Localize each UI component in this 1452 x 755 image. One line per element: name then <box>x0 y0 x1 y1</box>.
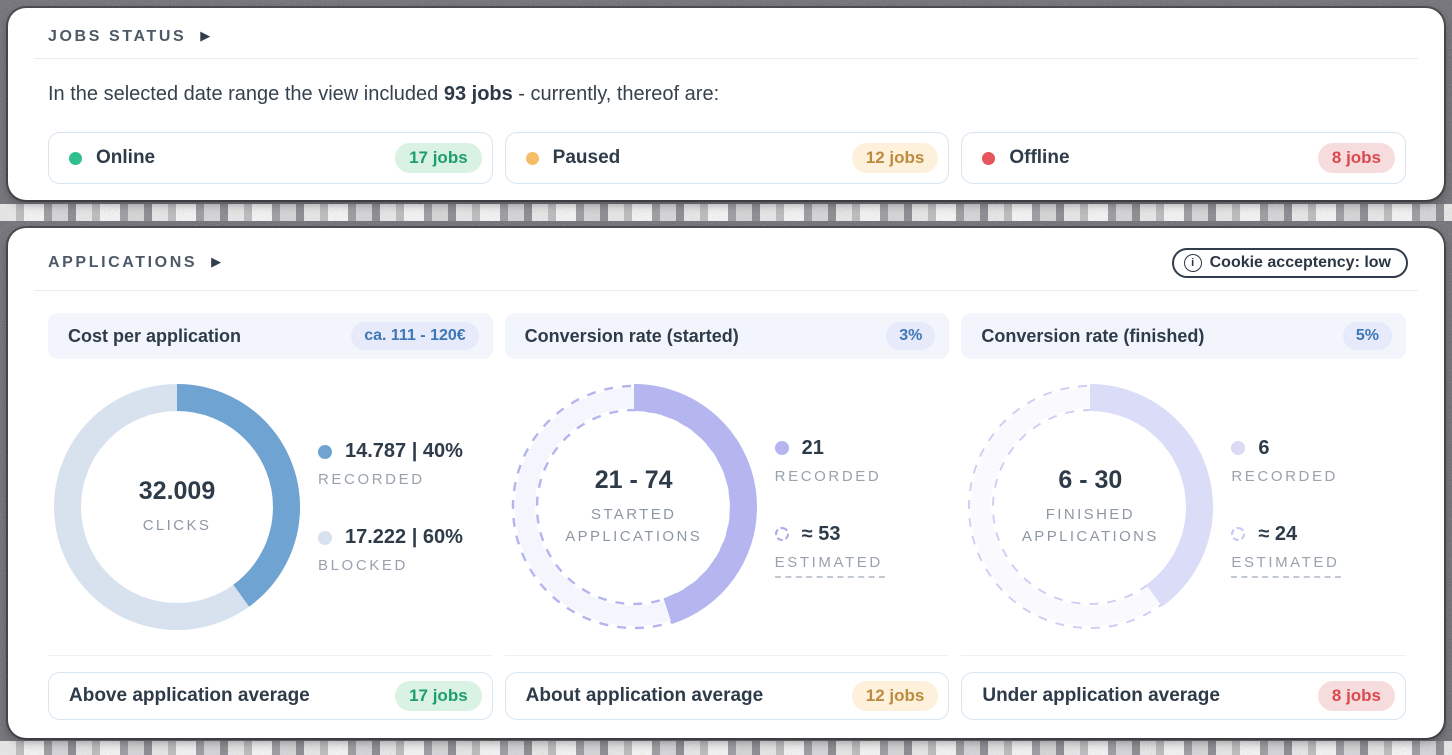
background-checker-strip <box>0 204 1452 221</box>
conversion-started-header: Conversion rate (started) 3% <box>504 313 950 359</box>
applications-card: APPLICATIONS ▶ i Cookie acceptency: low … <box>8 228 1444 738</box>
conversion-finished-header: Conversion rate (finished) 5% <box>961 313 1407 359</box>
background-checker-strip <box>0 741 1452 755</box>
legend-item-estimated: ≈ 24 ESTIMATED <box>1231 523 1342 578</box>
caret-right-icon: ▶ <box>211 254 222 269</box>
dashed-purple-circle-icon <box>774 527 789 541</box>
above-average-pill[interactable]: Above application average 17 jobs <box>48 672 493 720</box>
cookie-badge-label: Cookie acceptency: low <box>1209 254 1391 271</box>
job-count-badge: 17 jobs <box>395 143 482 173</box>
job-count-badge: 8 jobs <box>1317 143 1396 173</box>
donut-center-label: FINISHED APPLICATIONS <box>1021 506 1159 545</box>
column-conversion-started: Conversion rate (started) 3% 21 - 74 STA… <box>504 313 950 720</box>
jobs-status-section-toggle[interactable]: JOBS STATUS ▶ <box>48 28 210 46</box>
divider <box>34 290 1418 291</box>
donut-center-value: 32.009 <box>138 477 216 506</box>
online-dot-icon <box>69 151 82 165</box>
jobs-summary-text: In the selected date range the view incl… <box>48 83 720 105</box>
solid-blue-dot-icon <box>318 444 332 459</box>
status-label: Paused <box>552 147 621 168</box>
job-count-badge: 17 jobs <box>395 681 482 711</box>
status-pill-offline[interactable]: Offline 8 jobs <box>961 132 1407 184</box>
under-average-pill[interactable]: Under application average 8 jobs <box>961 672 1407 720</box>
divider <box>48 655 493 656</box>
legend-item-recorded: 21 RECORDED <box>774 436 882 485</box>
caret-right-icon: ▶ <box>200 28 211 43</box>
started-legend: 21 RECORDED ≈ 53 ESTIMATED <box>774 436 885 578</box>
info-icon: i <box>1183 254 1202 272</box>
cost-range-badge: ca. 111 - 120€ <box>351 322 479 350</box>
divider <box>504 655 950 656</box>
jobs-count-bold: 93 jobs <box>443 83 513 105</box>
dashed-lavender-circle-icon <box>1231 527 1246 541</box>
donut-center-value: 21 - 74 <box>594 466 673 495</box>
divider <box>961 655 1407 656</box>
donut-center-label: STARTED APPLICATIONS <box>565 506 703 545</box>
offline-dot-icon <box>982 151 996 165</box>
solid-purple-dot-icon <box>774 441 789 455</box>
solid-lavender-dot-icon <box>1231 441 1246 455</box>
divider <box>34 58 1418 59</box>
status-pill-paused[interactable]: Paused 12 jobs <box>504 132 950 184</box>
finished-applications-donut-chart: 6 - 30 FINISHED APPLICATIONS <box>967 384 1214 630</box>
status-label: Offline <box>1009 147 1070 168</box>
about-average-pill[interactable]: About application average 12 jobs <box>504 672 950 720</box>
column-conversion-finished: Conversion rate (finished) 5% 6 - 30 FIN… <box>961 313 1407 720</box>
finished-legend: 6 RECORDED ≈ 24 ESTIMATED <box>1231 436 1342 578</box>
donut-center-value: 6 - 30 <box>1058 466 1123 495</box>
column-cost-per-application: Cost per application ca. 111 - 120€ 32.0… <box>48 313 493 720</box>
clicks-legend: 14.787 | 40% RECORDED 17.222 | 60% BLOCK… <box>318 440 463 574</box>
started-applications-donut-chart: 21 - 74 STARTED APPLICATIONS <box>510 384 757 630</box>
solid-lightblue-dot-icon <box>318 530 332 545</box>
status-label: Online <box>96 147 156 168</box>
cost-per-application-header: Cost per application ca. 111 - 120€ <box>48 313 493 359</box>
paused-dot-icon <box>525 151 539 165</box>
conversion-rate-badge: 5% <box>1342 322 1393 350</box>
column-title: Conversion rate (finished) <box>981 325 1205 346</box>
legend-item-blocked: 17.222 | 60% BLOCKED <box>318 526 463 574</box>
jobs-status-card: JOBS STATUS ▶ In the selected date range… <box>8 8 1444 200</box>
donut-center-label: CLICKS <box>142 517 212 535</box>
job-count-badge: 12 jobs <box>851 681 939 711</box>
cookie-acceptency-badge[interactable]: i Cookie acceptency: low <box>1171 248 1408 278</box>
legend-item-estimated: ≈ 53 ESTIMATED <box>774 523 885 578</box>
clicks-donut-chart: 32.009 CLICKS <box>54 384 300 630</box>
job-count-badge: 12 jobs <box>851 143 939 173</box>
legend-item-recorded: 14.787 | 40% RECORDED <box>318 440 463 488</box>
column-title: Cost per application <box>68 325 242 346</box>
legend-item-recorded: 6 RECORDED <box>1231 436 1338 485</box>
applications-title: APPLICATIONS <box>48 254 198 271</box>
conversion-rate-badge: 3% <box>886 322 936 350</box>
jobs-status-title: JOBS STATUS <box>48 28 187 45</box>
status-pill-online[interactable]: Online 17 jobs <box>48 132 493 184</box>
applications-section-toggle[interactable]: APPLICATIONS ▶ <box>48 254 221 272</box>
job-count-badge: 8 jobs <box>1317 681 1396 711</box>
column-title: Conversion rate (started) <box>524 325 739 346</box>
